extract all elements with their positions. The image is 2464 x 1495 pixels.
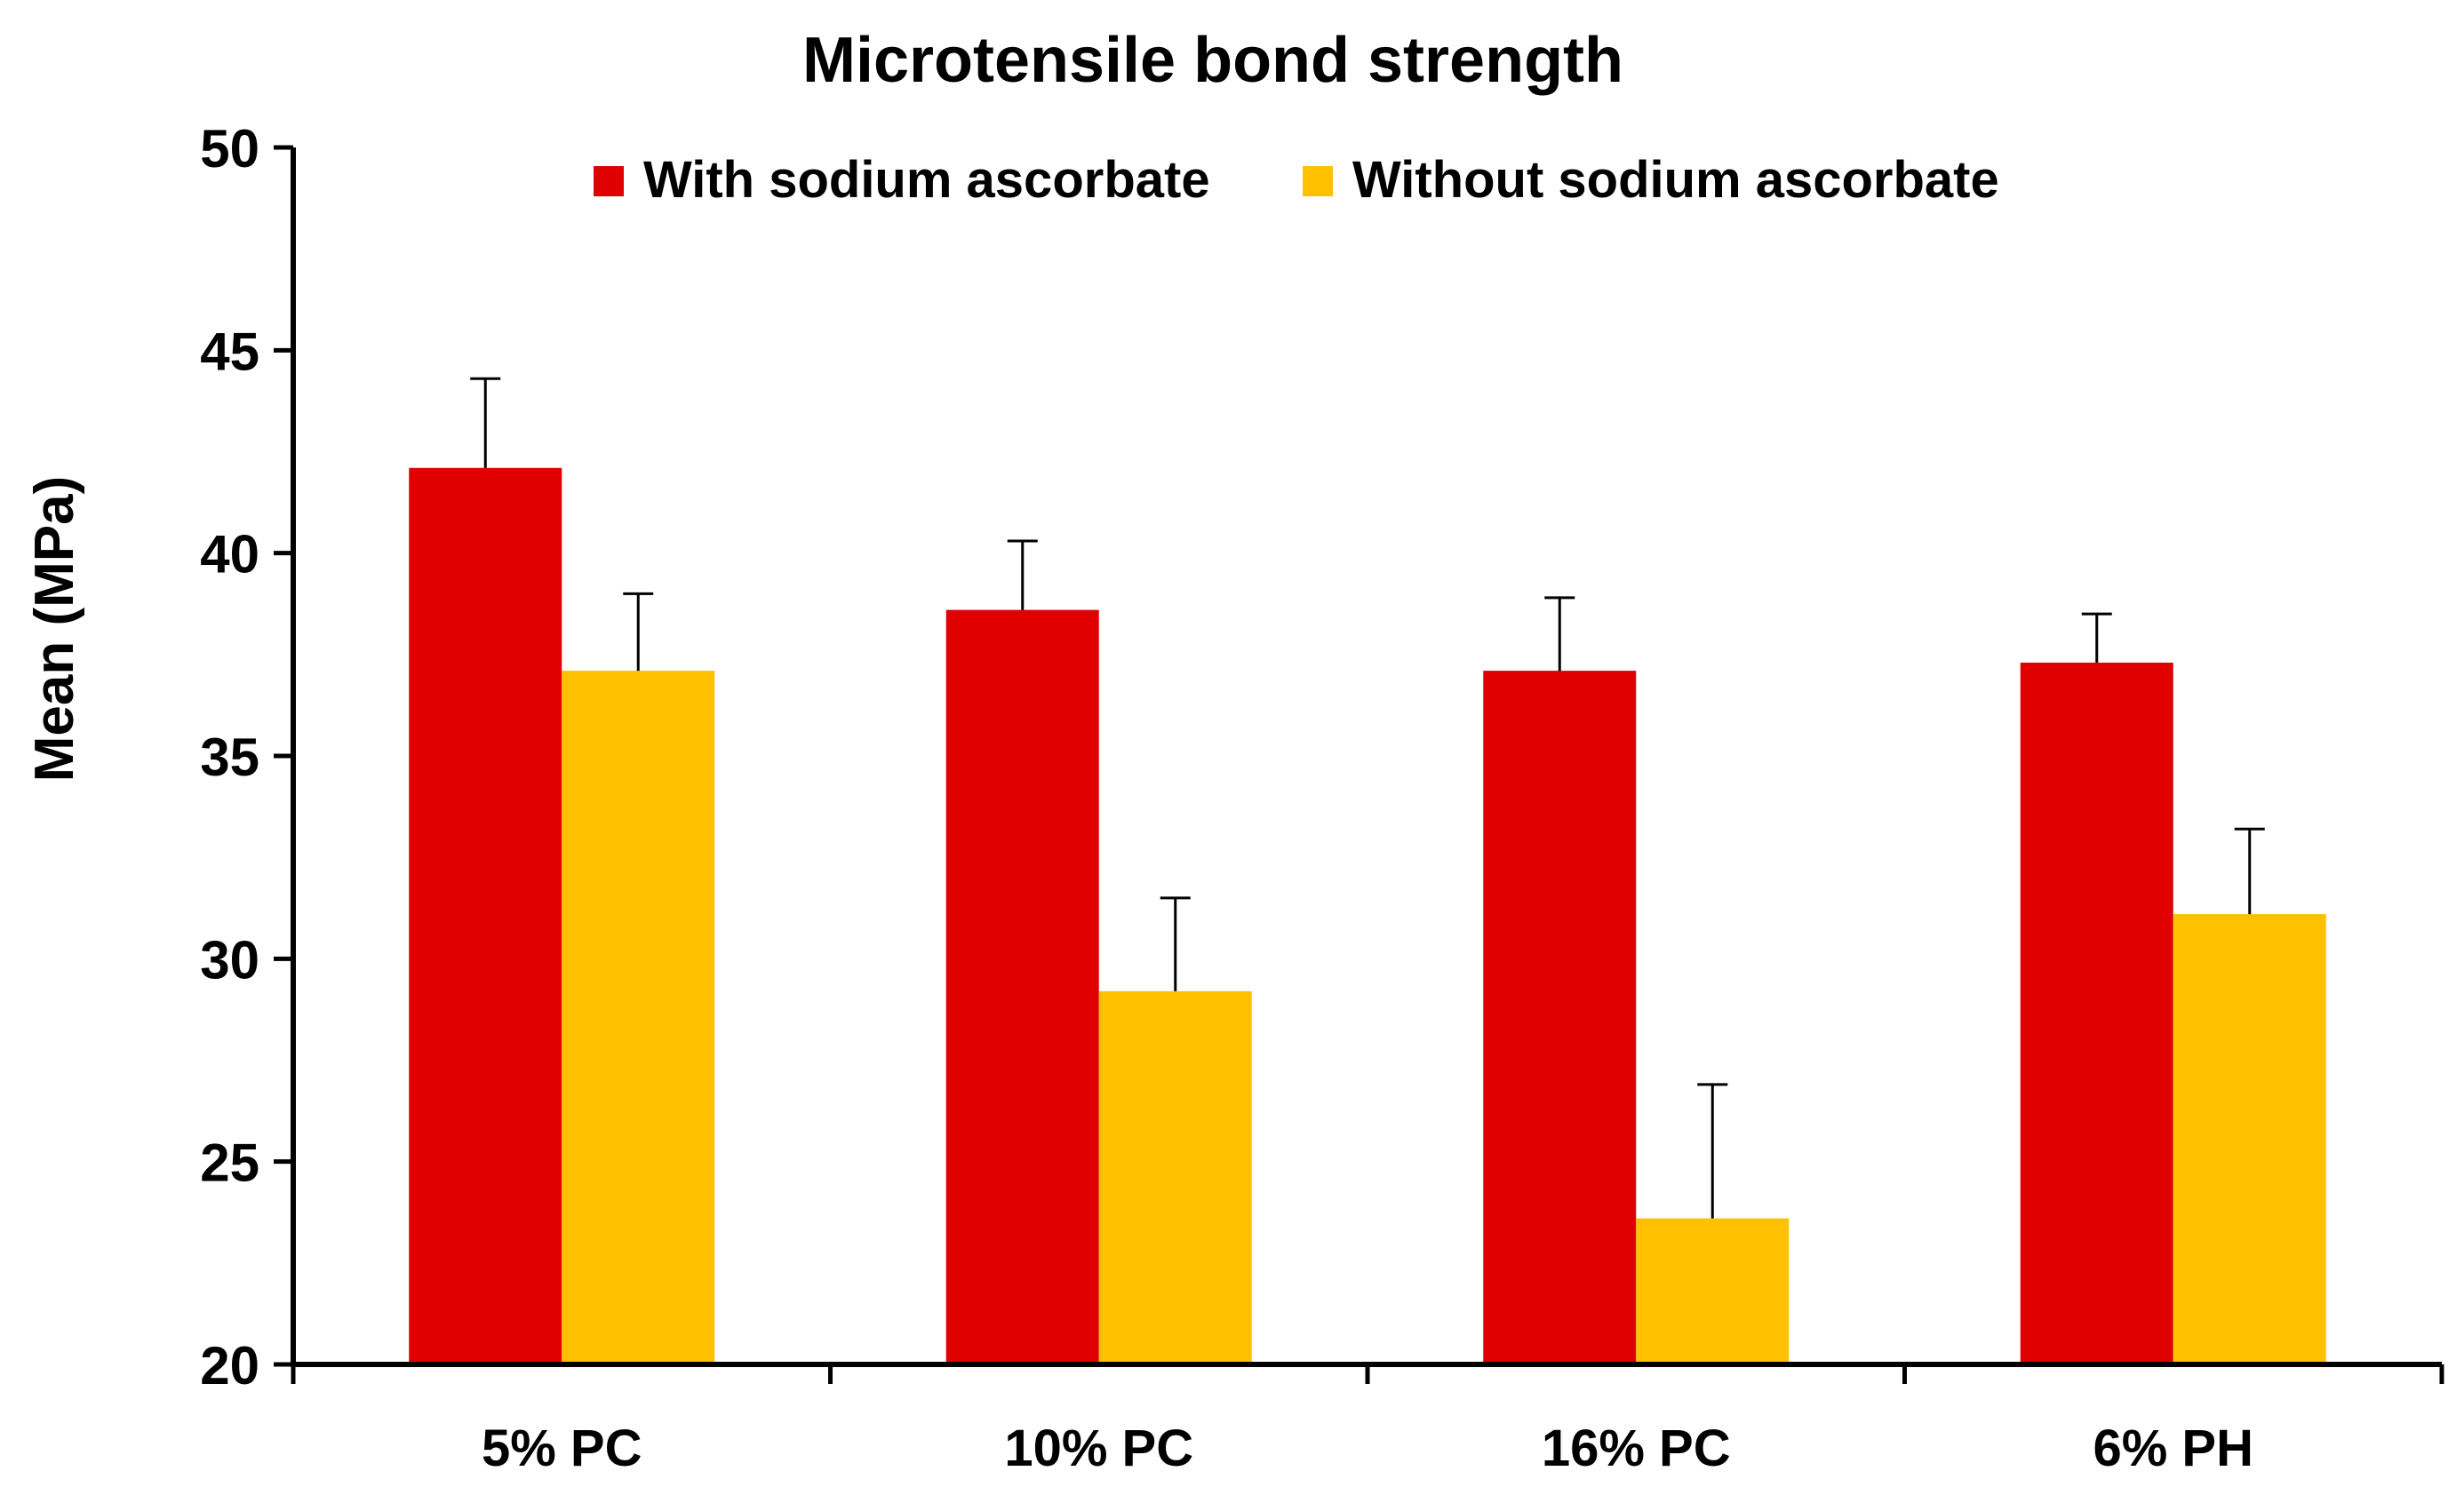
y-tick-label-5: 45 [200,322,259,381]
bar-without-0 [562,671,715,1364]
chart-title: Microtensile bond strength [802,25,1623,96]
legend-label-0: With sodium ascorbate [643,151,1210,209]
y-tick-label-3: 35 [200,728,259,787]
bar-without-1 [1098,990,1252,1364]
x-tick-label-0: 5% PC [482,1419,642,1477]
y-axis-label: Mean (MPa) [24,476,85,782]
legend-label-1: Without sodium ascorbate [1352,151,1999,209]
y-tick-label-2: 30 [200,930,259,990]
y-tick-label-0: 20 [200,1336,259,1396]
x-tick-label-3: 6% PH [2093,1419,2253,1477]
bar-with-0 [409,467,562,1364]
x-tick-label-1: 10% PC [1004,1419,1193,1477]
legend-swatch-1 [1303,166,1333,196]
y-tick-label-1: 25 [200,1133,259,1193]
bar-with-3 [2020,662,2173,1364]
legend-swatch-0 [594,166,624,196]
bar-with-2 [1483,671,1637,1364]
legend: With sodium ascorbate Without sodium asco… [594,151,1999,209]
error-bars-group [470,377,2265,1219]
bars-group [409,467,2326,1364]
y-ticks-group: 20 25 30 35 40 45 50 [200,119,293,1396]
y-tick-label-4: 40 [200,525,259,584]
bar-without-3 [2173,914,2326,1364]
y-tick-label-6: 50 [200,119,259,179]
bar-with-1 [945,609,1099,1364]
x-ticks-group: 5% PC 10% PC 16% PC 6% PH [291,1364,2444,1477]
x-tick-label-2: 16% PC [1542,1419,1731,1477]
bar-without-2 [1636,1218,1790,1364]
